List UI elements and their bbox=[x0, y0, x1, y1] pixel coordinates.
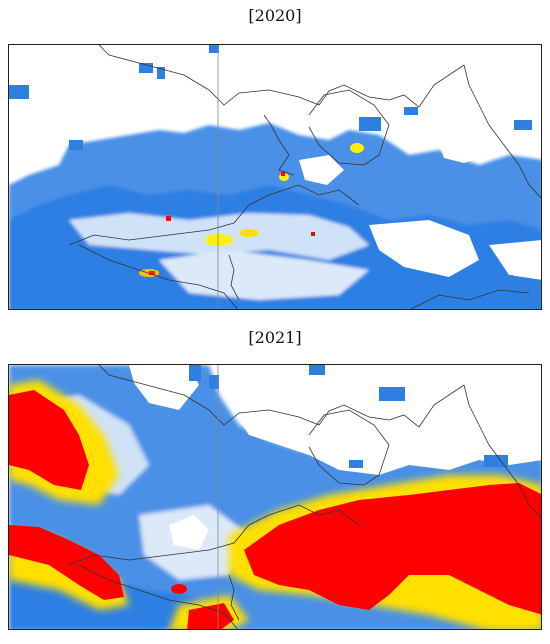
coast-bay-2020 bbox=[308, 89, 390, 166]
plume-west-2021 bbox=[9, 390, 89, 490]
gap-se-2020 bbox=[489, 240, 541, 280]
hotspot-yellow-4 bbox=[350, 143, 364, 153]
plume-sw-tip-2021 bbox=[187, 603, 234, 629]
coast-east-2021 bbox=[463, 384, 541, 519]
hotspot-yellow-2 bbox=[239, 229, 259, 237]
blue-pixels-2020 bbox=[9, 45, 533, 305]
coast-north-2021 bbox=[98, 365, 465, 428]
coast-arc-2020 bbox=[410, 289, 530, 309]
gap-east-2020 bbox=[369, 220, 479, 277]
gap-ne-2020 bbox=[439, 141, 489, 163]
coast-kerch-2020 bbox=[263, 114, 295, 176]
coast-lower-2020 bbox=[228, 254, 240, 301]
coast-south-2021 bbox=[68, 504, 360, 566]
map-2020 bbox=[9, 45, 541, 309]
gap-mid-2021 bbox=[169, 515, 209, 550]
coast-delta-2021 bbox=[78, 564, 238, 629]
gap-north-2021 bbox=[224, 365, 541, 475]
coast-east-2020 bbox=[463, 64, 541, 199]
no-data-gaps-2021 bbox=[129, 365, 541, 550]
aerosol-field-2020 bbox=[9, 123, 541, 309]
blue-pixels-2021 bbox=[189, 365, 508, 468]
gap-lake-2020 bbox=[299, 155, 344, 185]
coast-bay-2021 bbox=[308, 409, 390, 486]
coastlines-2020 bbox=[68, 45, 541, 309]
coast-lower-2021 bbox=[228, 574, 240, 621]
plume-main-2021 bbox=[244, 483, 541, 615]
plume-southwest-2021 bbox=[9, 525, 124, 600]
gap-north-2020 bbox=[9, 45, 541, 133]
coastlines-2021 bbox=[68, 365, 541, 629]
map-panel-2021 bbox=[8, 364, 542, 630]
map-2021 bbox=[9, 365, 541, 629]
coast-north-2020 bbox=[98, 45, 465, 108]
plume-spot-2-2021 bbox=[273, 571, 285, 579]
field-pale-south-2020 bbox=[159, 250, 369, 300]
coast-south-2020 bbox=[68, 184, 360, 246]
panel-title-2020: [2020] bbox=[248, 6, 302, 25]
plume-east-2021 bbox=[439, 525, 541, 600]
panel-title-2021: [2021] bbox=[248, 328, 302, 347]
plume-spot-1-2021 bbox=[171, 584, 187, 594]
hotspot-yellow-1 bbox=[205, 234, 233, 246]
coast-delta-2020 bbox=[78, 244, 238, 309]
gap-west-2021 bbox=[129, 365, 199, 410]
gap-west-2020 bbox=[9, 120, 49, 157]
map-panel-2020 bbox=[8, 44, 542, 310]
red-plumes-2021 bbox=[9, 390, 541, 629]
